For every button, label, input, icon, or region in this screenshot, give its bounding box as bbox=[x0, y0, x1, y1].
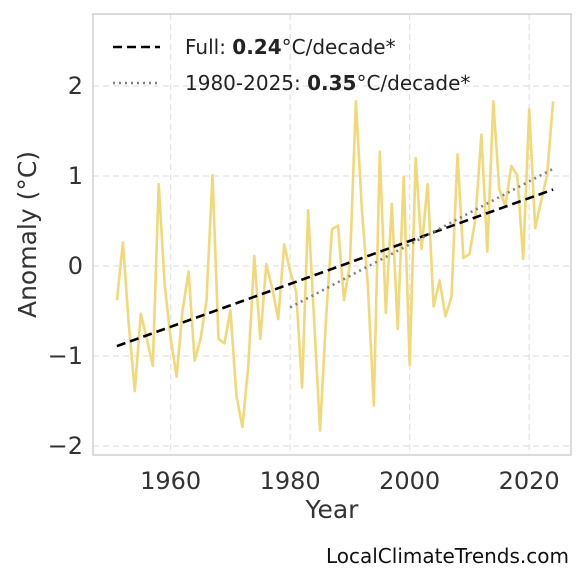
y-tick-label: 0 bbox=[68, 252, 83, 280]
series-full-line bbox=[116, 188, 554, 348]
legend-unit-1980-2025: °C/decade* bbox=[356, 71, 470, 95]
source-credit: LocalClimateTrends.com bbox=[325, 544, 569, 568]
series-anomaly-line bbox=[115, 100, 555, 433]
legend-entry-1980-2025: 1980-2025: 0.35°C/decade* bbox=[185, 71, 470, 95]
x-tick-label: 2020 bbox=[499, 467, 560, 495]
y-tick-labels: −2 −1 0 1 2 bbox=[48, 72, 83, 460]
legend-label-full: Full: bbox=[185, 35, 232, 59]
series-group bbox=[115, 100, 555, 433]
y-tick-label: 1 bbox=[68, 162, 83, 190]
legend-value-full: 0.24 bbox=[232, 35, 281, 59]
x-tick-label: 1960 bbox=[140, 467, 201, 495]
legend-unit-full: °C/decade* bbox=[282, 35, 396, 59]
legend-entry-full: Full: 0.24°C/decade* bbox=[185, 35, 396, 59]
legend-label-1980-2025: 1980-2025: bbox=[185, 71, 307, 95]
x-axis-label: Year bbox=[305, 495, 360, 524]
plot-frame bbox=[92, 13, 572, 456]
x-tick-label: 1980 bbox=[260, 467, 321, 495]
y-tick-label: 2 bbox=[68, 72, 83, 100]
x-tick-labels: 1960 1980 2000 2020 bbox=[140, 467, 560, 495]
grid-lines bbox=[93, 14, 571, 455]
legend-value-1980-2025: 0.35 bbox=[307, 71, 356, 95]
y-tick-label: −1 bbox=[48, 342, 83, 370]
y-tick-label: −2 bbox=[48, 432, 83, 460]
y-axis-label: Anomaly (°C) bbox=[13, 151, 42, 318]
x-tick-label: 2000 bbox=[379, 467, 440, 495]
legend: Full: 0.24°C/decade* 1980-2025: 0.35°C/d… bbox=[113, 35, 470, 95]
series-1980-2025-line bbox=[289, 167, 554, 309]
